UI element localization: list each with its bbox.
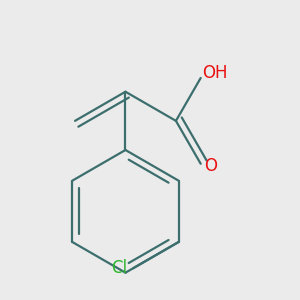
Text: Cl: Cl	[111, 259, 128, 277]
Text: OH: OH	[202, 64, 227, 82]
Text: O: O	[204, 157, 217, 175]
